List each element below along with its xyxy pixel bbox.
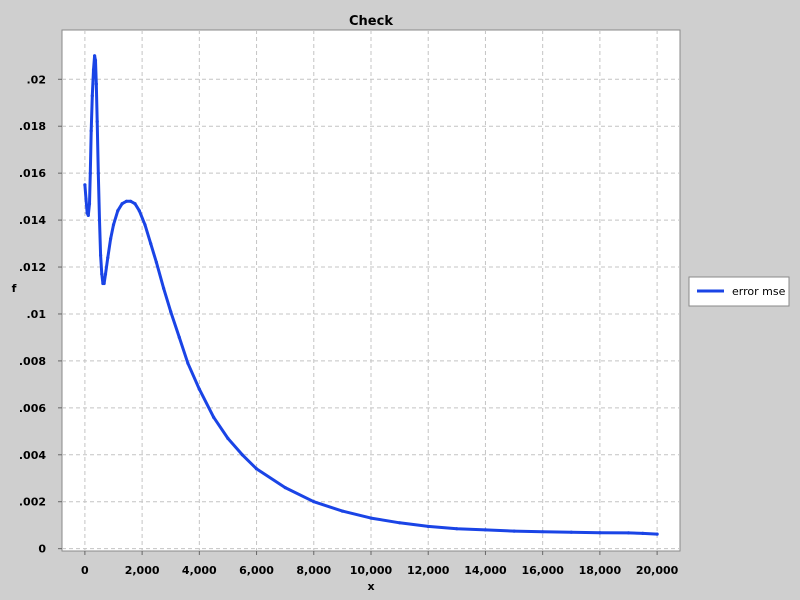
data-point — [483, 528, 487, 532]
data-point — [197, 387, 201, 391]
data-point — [283, 486, 287, 490]
data-point — [129, 199, 133, 203]
data-point — [177, 335, 181, 339]
chart-title: Check — [349, 14, 393, 29]
data-point — [88, 171, 92, 175]
y-axis-ticks: 0 .002 .004 .006 .008 .01 .012 .014 .016 .018 .02 — [19, 73, 62, 556]
data-point — [598, 531, 602, 535]
y-tick-label: .002 — [19, 496, 46, 509]
data-point — [169, 310, 173, 314]
data-point — [154, 260, 158, 264]
y-tick-label: .012 — [19, 261, 46, 274]
data-point — [369, 516, 373, 520]
data-point — [83, 183, 87, 187]
x-axis-label: x — [367, 580, 374, 593]
data-point — [226, 436, 230, 440]
data-point — [124, 199, 128, 203]
y-tick-label: .016 — [19, 167, 46, 180]
data-point — [93, 54, 97, 58]
y-axis-label: f — [12, 282, 17, 295]
x-tick-label: 4,000 — [182, 564, 217, 577]
data-point — [162, 286, 166, 290]
data-point — [95, 119, 99, 124]
data-point — [120, 202, 124, 206]
y-tick-label: .008 — [19, 355, 46, 368]
x-tick-label: 14,000 — [464, 564, 507, 577]
data-point — [512, 529, 516, 533]
data-point — [133, 202, 137, 206]
data-point — [94, 82, 98, 86]
data-point — [255, 467, 259, 471]
y-tick-label: .02 — [27, 73, 47, 86]
data-point — [111, 223, 116, 227]
data-point — [398, 521, 402, 525]
data-point — [116, 209, 120, 213]
data-point — [100, 272, 104, 276]
x-tick-label: 16,000 — [521, 564, 564, 577]
data-point — [455, 527, 459, 531]
data-point — [90, 94, 94, 98]
y-tick-label: .018 — [19, 120, 46, 133]
data-point — [426, 524, 430, 529]
data-point — [106, 256, 110, 260]
y-tick-label: .004 — [19, 449, 46, 462]
data-point — [212, 415, 216, 419]
data-point — [103, 272, 108, 276]
data-point — [541, 530, 545, 534]
x-tick-label: 20,000 — [636, 564, 679, 577]
x-tick-label: 12,000 — [407, 564, 450, 577]
data-point — [149, 242, 153, 246]
data-point — [89, 129, 93, 133]
data-point — [137, 209, 141, 213]
data-point — [340, 509, 344, 513]
data-point — [626, 531, 631, 535]
data-point — [87, 202, 92, 206]
data-point — [109, 237, 113, 241]
data-point — [102, 281, 106, 286]
data-point — [655, 532, 659, 536]
x-tick-label: 8,000 — [296, 564, 331, 577]
x-tick-label: 18,000 — [579, 564, 622, 577]
data-point — [143, 223, 147, 227]
data-point — [96, 171, 100, 175]
series-layer — [83, 54, 659, 536]
y-tick-label: .014 — [19, 214, 46, 227]
data-point — [569, 530, 573, 534]
data-point — [312, 500, 316, 504]
grid — [62, 30, 680, 551]
data-point — [93, 58, 98, 63]
data-point — [97, 218, 102, 222]
data-point — [186, 361, 190, 365]
legend: error mse — [688, 276, 790, 307]
data-point — [240, 453, 244, 457]
data-point — [86, 213, 90, 217]
y-tick-label: .01 — [27, 308, 47, 321]
x-tick-label: 6,000 — [239, 564, 274, 577]
x-axis-ticks: 0 2,000 4,000 6,000 8,000 10,000 12,000 14,000 1… — [81, 551, 679, 577]
x-tick-label: 10,000 — [350, 564, 393, 577]
y-tick-label: .006 — [19, 402, 46, 415]
legend-entry-error-mse: error mse — [732, 285, 786, 298]
data-point — [99, 253, 103, 257]
data-point — [641, 531, 645, 536]
y-tick-label: 0 — [38, 543, 46, 556]
x-tick-label: 2,000 — [125, 564, 160, 577]
data-point — [91, 68, 96, 72]
data-point — [84, 197, 88, 201]
x-tick-label: 0 — [81, 564, 89, 577]
